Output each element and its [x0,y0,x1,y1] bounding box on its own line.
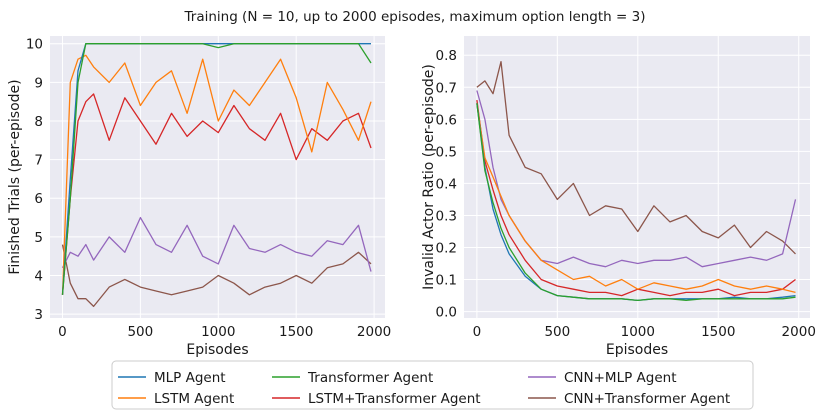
legend-label: CNN+Transformer Agent [564,391,730,407]
x-tick-label: 500 [544,324,570,340]
y-tick-label: 0.8 [436,48,457,64]
y-tick-label: 0.1 [436,273,457,289]
finished-trials-panel: 3 4 5 6 7 8 9 10 0 500 1000 1500 2000 Episodes Finishe… [7,36,391,358]
y-tick-label: 0.0 [436,305,457,321]
y-tick-label: 10 [26,37,43,53]
invalid-actor-ratio-panel: 0.0 0.1 0.2 0.3 0.4 0.5 0.6 0.7 0.8 0 500 1000 1500 2… [421,36,816,358]
y-tick-label: 0.2 [436,241,457,257]
y-tick-label: 0.4 [436,176,457,192]
series-line-cnn-mlp-agent [61,216,372,272]
x-tick-label: 2000 [782,324,816,340]
figure-suptitle: Training (N = 10, up to 2000 episodes, m… [184,9,646,25]
series-line-lstm-transformer-agent [61,93,372,295]
series-line-cnn-transformer-agent [61,244,372,308]
x-tick-label: 500 [127,324,153,340]
x-tick-label: 1500 [279,324,313,340]
y-axis-label: Invalid Actor Ratio (per-episode) [421,64,437,290]
series-line-lstm-transformer-agent [476,100,796,297]
y-tick-label: 3 [34,307,43,323]
x-tick-label: 1000 [201,324,235,340]
series-line-transformer-agent [61,43,372,295]
legend-label: LSTM Agent [154,391,234,407]
y-tick-label: 0.7 [436,80,457,96]
y-tick-label: 0.3 [436,208,457,224]
series-line-cnn-transformer-agent [476,60,796,255]
y-axis-label: Finished Trials (per-episode) [7,79,23,274]
x-axis-label: Episodes [606,342,668,358]
series-line-lstm-agent [61,54,372,295]
legend-label: Transformer Agent [307,370,433,386]
x-tick-label: 1500 [701,324,735,340]
x-tick-label: 0 [58,324,67,340]
y-tick-label: 7 [34,153,43,169]
y-tick-label: 0.6 [436,112,457,128]
y-tick-label: 0.5 [436,144,457,160]
series-line-lstm-agent [476,103,796,294]
x-tick-label: 0 [473,324,482,340]
legend: MLP Agent Transformer Agent CNN+MLP Agent L… [111,360,754,410]
legend-label: LSTM+Transformer Agent [308,391,481,407]
series-line-transformer-agent [476,103,796,302]
y-tick-label: 6 [34,191,43,207]
y-tick-label: 5 [34,230,43,246]
y-tick-label: 9 [34,75,43,91]
x-axis-label: Episodes [186,342,248,358]
x-tick-label: 2000 [357,324,391,340]
plot-area-1 [50,36,385,318]
legend-label: MLP Agent [154,370,226,386]
x-tick-label: 1000 [621,324,655,340]
y-tick-label: 4 [34,269,43,285]
legend-label: CNN+MLP Agent [564,370,677,386]
legend-frame [111,360,754,410]
plot-area-2 [464,36,810,318]
y-tick-label: 8 [34,114,43,130]
